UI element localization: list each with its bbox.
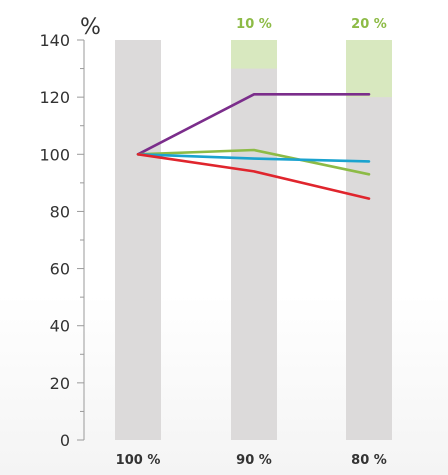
x-category-label: 100 % [116, 453, 161, 468]
y-tick-label: 140 [39, 31, 70, 50]
reduction-label: 10 % [236, 17, 272, 32]
y-axis-unit-label: % [80, 15, 101, 40]
y-tick-label: 100 [39, 145, 70, 164]
series-line [136, 153, 371, 200]
reduction-bands-layer [231, 40, 392, 98]
series-line [136, 153, 371, 163]
reduction-band [231, 40, 277, 69]
y-tick-label: 20 [50, 374, 70, 393]
y-tick-label: 0 [60, 431, 70, 450]
columns-layer [115, 40, 392, 440]
y-tick-label: 120 [39, 88, 70, 107]
series-layer [136, 93, 371, 200]
series-line [136, 148, 371, 176]
category-column [346, 40, 392, 440]
category-column [115, 40, 161, 440]
y-axis: 0 20 40 60 80 100 120 140 [39, 31, 85, 450]
y-tick-label: 40 [50, 317, 70, 336]
category-column [231, 40, 277, 440]
reduction-band [346, 40, 392, 98]
y-tick-label: 60 [50, 260, 70, 279]
x-category-label: 80 % [351, 453, 387, 468]
series-line [136, 93, 371, 156]
reduction-label: 20 % [351, 17, 387, 32]
labels-layer: 100 % 90 % 80 % 10 % 20 % [116, 17, 387, 468]
y-tick-label: 80 [50, 202, 70, 221]
x-category-label: 90 % [236, 453, 272, 468]
